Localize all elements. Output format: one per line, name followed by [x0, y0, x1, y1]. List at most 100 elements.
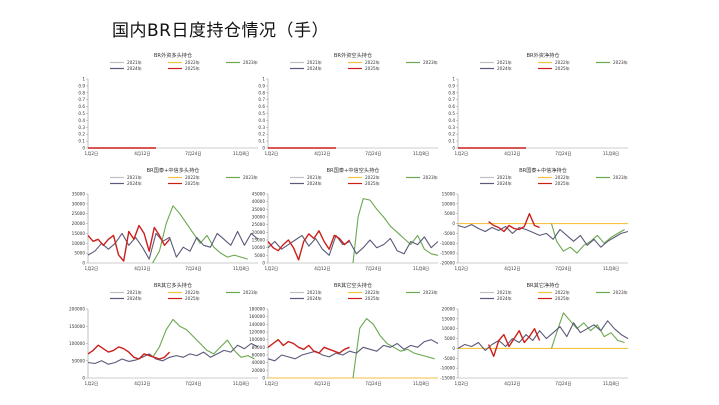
y-tick-label: 1 [452, 77, 455, 82]
chart-title: BR其它多头持仓 [154, 281, 193, 289]
legend-label: 2022年 [185, 59, 200, 66]
y-tick-label: 0.1 [448, 139, 455, 144]
chart-title: BR其它空头持仓 [334, 281, 373, 289]
legend-label: 2022年 [185, 289, 200, 296]
y-tick-label: 0.3 [258, 125, 265, 130]
y-tick-label: 40000 [252, 360, 266, 365]
page-title: 国内BR日度持仓情况（手） [112, 21, 329, 41]
y-tick-label: 140000 [249, 322, 265, 327]
y-tick-label: 160000 [249, 314, 265, 319]
x-tick-label: 4月12日 [134, 266, 150, 272]
legend-label: 2022年 [365, 174, 380, 181]
x-tick-label: 11月8日 [413, 151, 429, 157]
legend-label: 2024年 [127, 295, 142, 302]
y-tick-label: 120000 [249, 330, 265, 335]
chart-title: BR外资净持仓 [526, 51, 560, 59]
x-tick-label: 7月24日 [365, 266, 381, 272]
y-tick-label: 50000 [72, 358, 86, 363]
y-tick-label: 1 [262, 77, 265, 82]
y-tick-label: -15000 [440, 376, 455, 381]
series-line [87, 230, 259, 260]
legend-label: 2022年 [555, 174, 570, 181]
x-tick-label: 4月12日 [314, 266, 330, 272]
x-tick-label: 4月12日 [314, 381, 330, 387]
chart-title: BR外资空头持仓 [334, 51, 373, 59]
y-tick-label: 0 [452, 221, 455, 226]
legend-label: 2025年 [555, 295, 570, 302]
y-tick-label: 0 [262, 146, 265, 151]
legend-label: 2024年 [127, 65, 142, 72]
series-line [87, 344, 171, 360]
x-tick-label: 11月8日 [603, 381, 619, 387]
y-tick-label: -5000 [443, 231, 456, 236]
x-tick-label: 1月2日 [265, 151, 279, 157]
legend-label: 2025年 [185, 180, 200, 187]
legend-label: 2021年 [307, 174, 322, 181]
y-tick-label: 0.1 [78, 139, 85, 144]
x-tick-label: 1月2日 [265, 381, 279, 387]
series-line [87, 224, 171, 262]
x-tick-label: 7月24日 [555, 266, 571, 272]
y-tick-label: 25000 [72, 211, 86, 216]
series-line [352, 198, 439, 264]
y-tick-label: 0.1 [258, 139, 265, 144]
series-line [152, 318, 255, 360]
series-line [152, 205, 248, 264]
legend-label: 2021年 [127, 59, 142, 66]
y-tick-label: 0.7 [448, 97, 455, 102]
x-tick-label: 4月12日 [314, 151, 330, 157]
y-tick-label: 100000 [69, 341, 85, 346]
legend-label: 2025年 [555, 65, 570, 72]
legend-label: 2023年 [243, 59, 258, 66]
x-tick-label: 1月2日 [265, 266, 279, 272]
y-tick-label: 0.2 [78, 132, 85, 137]
y-tick-label: 35000 [252, 207, 266, 212]
x-tick-label: 4月12日 [134, 151, 150, 157]
legend-label: 2024年 [307, 180, 322, 187]
legend-label: 2024年 [127, 180, 142, 187]
y-tick-label: -15000 [440, 251, 455, 256]
y-tick-label: 0 [452, 346, 455, 351]
y-tick-label: 0 [262, 261, 265, 266]
legend-label: 2024年 [307, 65, 322, 72]
chart-title: BR外资多头持仓 [154, 51, 193, 59]
y-tick-label: 5000 [444, 336, 455, 341]
y-tick-label: 0.9 [258, 83, 265, 88]
y-tick-label: 0.2 [448, 132, 455, 137]
y-tick-label: 20000 [442, 307, 456, 312]
chart-panel: BR外资空头持仓 2021年 2022年 2023年 2024年 2025年 0 0.1 0.2… [258, 51, 438, 157]
y-tick-label: 0.9 [78, 83, 85, 88]
y-tick-label: 5000 [254, 253, 265, 258]
y-tick-label: 45000 [252, 192, 266, 197]
y-tick-label: 30000 [252, 215, 266, 220]
y-tick-label: 60000 [252, 353, 266, 358]
x-tick-label: 7月24日 [185, 151, 201, 157]
x-tick-label: 11月8日 [603, 151, 619, 157]
y-tick-label: 0.5 [448, 111, 455, 116]
y-tick-label: 0.3 [448, 125, 455, 130]
y-tick-label: 0.2 [258, 132, 265, 137]
series-line [550, 223, 625, 254]
legend-label: 2021年 [497, 59, 512, 66]
legend-label: 2024年 [307, 295, 322, 302]
y-tick-label: 0.9 [448, 83, 455, 88]
x-tick-label: 11月8日 [233, 381, 249, 387]
legend-label: 2025年 [365, 295, 380, 302]
series-line [550, 312, 625, 349]
x-tick-label: 11月8日 [603, 266, 619, 272]
y-tick-label: 200000 [69, 307, 85, 312]
y-tick-label: 0.4 [258, 118, 265, 123]
chart-panel: BR其它多头持仓 2021年 2022年 2023年 2024年 2025年 0 50000 1… [69, 281, 259, 387]
legend-label: 2023年 [423, 59, 438, 66]
chart-panel: BR其它空头持仓 2021年 2022年 2023年 2024年 2025年 0 20000 4… [249, 281, 439, 387]
x-tick-label: 1月2日 [85, 381, 99, 387]
chart-title: BR国泰+中信多头持仓 [146, 166, 200, 174]
x-tick-label: 7月24日 [555, 381, 571, 387]
y-tick-label: -5000 [443, 356, 456, 361]
y-tick-label: 0.5 [258, 111, 265, 116]
y-tick-label: 35000 [72, 192, 86, 197]
x-tick-label: 11月8日 [233, 266, 249, 272]
legend-label: 2025年 [185, 295, 200, 302]
series-line [457, 224, 629, 248]
chart-panel: BR国泰+中信多头持仓 2021年 2022年 2023年 2024年 2025年 0 500… [72, 166, 259, 272]
